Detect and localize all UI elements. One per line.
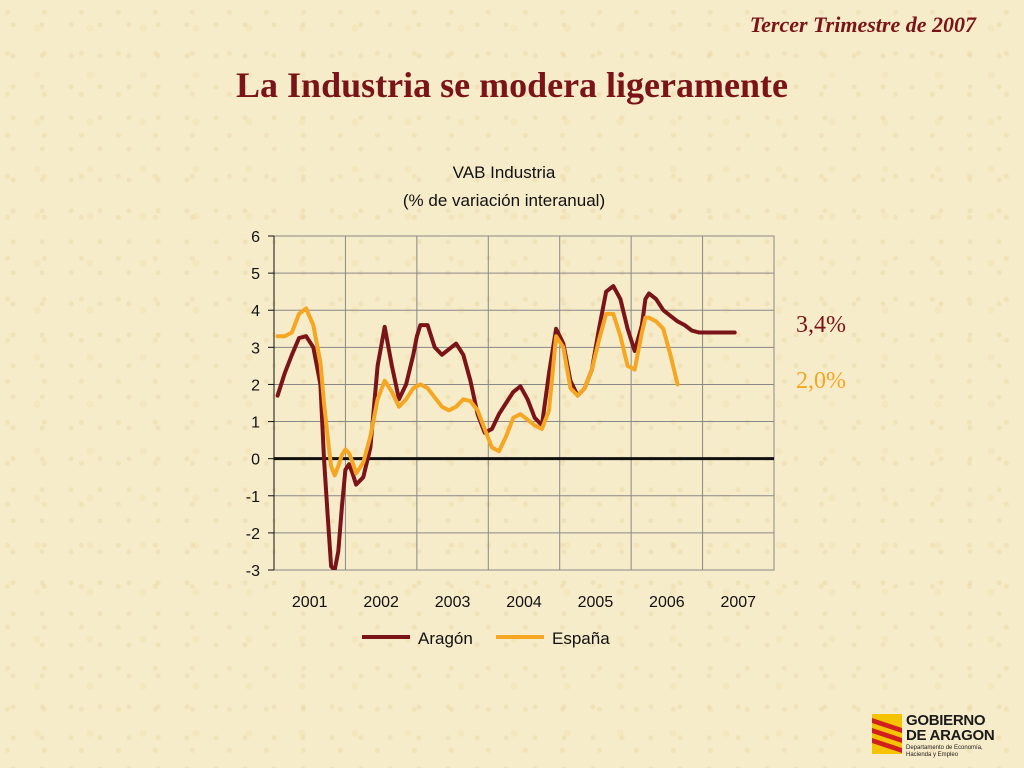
- chart-subtitle: (% de variación interanual): [403, 191, 605, 210]
- y-tick-label: -2: [246, 526, 260, 543]
- legend: Aragón España: [362, 629, 610, 648]
- x-tick-label: 2005: [578, 594, 614, 611]
- series-line-espaa: [275, 306, 680, 478]
- logo-department-line-2: Hacienda y Empleo: [906, 752, 959, 758]
- x-tick-label: 2007: [720, 594, 756, 611]
- y-tick-label: 6: [251, 229, 260, 246]
- plot-area: [273, 235, 775, 571]
- aragon-latest-value: 3,4%: [796, 312, 846, 338]
- legend-label: Aragón: [418, 629, 473, 648]
- page-title: La Industria se modera ligeramente: [236, 65, 788, 105]
- series-line-aragn: [275, 284, 737, 570]
- y-tick-label: 1: [251, 415, 260, 432]
- report-period: Tercer Trimestre de 2007: [749, 12, 976, 37]
- x-tick-label: 2004: [506, 594, 542, 611]
- series-lines: [275, 284, 737, 570]
- y-tick-label: 3: [251, 340, 260, 357]
- logo-department-line-1: Departamento de Economía,: [906, 745, 983, 751]
- x-tick-label: 2001: [292, 594, 328, 611]
- logo-line-2: DE ARAGON: [906, 727, 995, 744]
- chart-title: VAB Industria: [453, 163, 556, 182]
- y-axis-ticks: 6 5 4 3 2 1 0 -1 -2 -3: [246, 229, 260, 580]
- y-tick-label: 2: [251, 377, 260, 394]
- legend-label: España: [552, 629, 610, 648]
- x-tick-label: 2002: [363, 594, 399, 611]
- axes: [268, 235, 774, 571]
- espana-latest-value: 2,0%: [796, 368, 846, 394]
- logo-line-1: GOBIERNO: [906, 712, 986, 729]
- x-axis-ticks: 2001 2002 2003 2004 2005 2006 2007: [292, 594, 756, 611]
- x-tick-label: 2006: [649, 594, 685, 611]
- y-tick-label: 0: [251, 452, 260, 469]
- y-tick-label: 5: [251, 266, 260, 283]
- aragon-flag-icon: [872, 714, 902, 754]
- y-tick-label: -1: [246, 489, 260, 506]
- gobierno-aragon-logo: GOBIERNO DE ARAGON Departamento de Econo…: [872, 712, 1002, 762]
- logo-department: Departamento de Economía, Hacienda y Emp…: [906, 745, 983, 759]
- y-tick-label: -3: [246, 563, 260, 580]
- y-tick-label: 4: [251, 303, 260, 320]
- x-tick-label: 2003: [435, 594, 471, 611]
- grid: [273, 235, 775, 571]
